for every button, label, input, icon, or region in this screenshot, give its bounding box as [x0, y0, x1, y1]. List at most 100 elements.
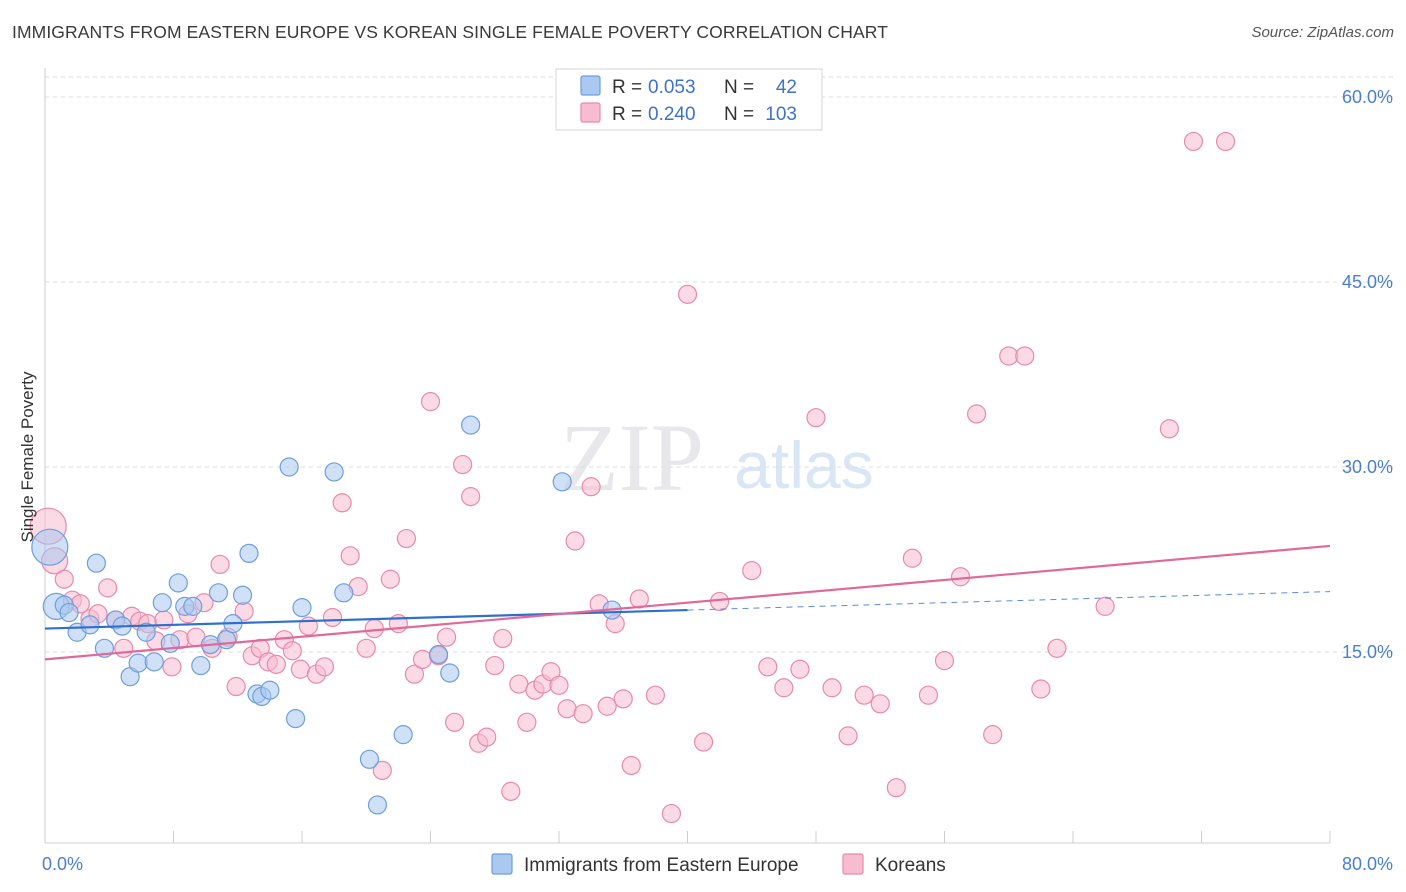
axes: [44, 68, 1331, 844]
koreans-point-69: [597, 696, 617, 716]
koreans-point-58: [509, 674, 529, 694]
eastern-europe-point-21: [208, 583, 229, 603]
eastern-europe-point-5: [80, 615, 100, 635]
chart-source: Source: ZipAtlas.com: [1251, 24, 1394, 41]
eastern-europe-point-13: [144, 652, 164, 672]
eastern-europe-point-0: [31, 528, 69, 566]
koreans-point-44: [396, 528, 417, 549]
koreans-point-46: [412, 649, 433, 670]
eastern-europe-point-35: [367, 795, 388, 815]
koreans-point-76: [677, 284, 698, 304]
koreans-point-35: [322, 607, 343, 628]
koreans-point-49: [436, 627, 457, 647]
eastern-europe-point-31: [292, 598, 312, 618]
x-tick-label-max: 80.0%: [1342, 854, 1393, 874]
bottom-legend-swatch-blue: [491, 853, 513, 875]
koreans-point-84: [822, 678, 842, 698]
koreans-point-39: [356, 638, 376, 658]
eastern-europe-point-6: [86, 553, 107, 573]
legend-r-value-pink: 0.240: [648, 104, 696, 125]
koreans-point-42: [380, 569, 400, 589]
bottom-legend: Immigrants from Eastern Europe Koreans: [491, 853, 946, 876]
koreans-point-65: [565, 531, 585, 551]
koreans-point-99: [1095, 596, 1115, 616]
koreans-point-56: [493, 628, 513, 649]
koreans-point-92: [950, 567, 971, 587]
legend: R = 0.053 N = 42 R = 0.240 N = 103: [555, 68, 823, 131]
eastern-europe-point-12: [136, 622, 156, 642]
koreans-point-2: [54, 569, 74, 589]
koreans-point-52: [461, 487, 481, 507]
eastern-europe-point-36: [393, 725, 413, 745]
koreans-point-83: [806, 408, 826, 428]
eastern-europe-point-24: [232, 585, 253, 605]
koreans-point-88: [886, 778, 906, 798]
koreans-point-74: [645, 685, 665, 705]
y-axis-label: Single Female Poverty: [18, 371, 37, 543]
koreans-point-37: [340, 546, 360, 566]
koreans-point-64: [557, 699, 577, 719]
koreans-point-77: [693, 732, 714, 752]
koreans-point-21: [210, 554, 230, 575]
eastern-europe-point-34: [359, 749, 380, 769]
eastern-europe-point-30: [285, 709, 306, 729]
koreans-point-54: [477, 727, 497, 747]
y-tick-label-15: 15.0%: [1342, 642, 1393, 662]
koreans-point-90: [918, 685, 939, 705]
koreans-point-91: [934, 651, 955, 671]
koreans-point-45: [404, 664, 425, 684]
eastern-europe-point-22: [216, 630, 237, 650]
bottom-legend-swatch-pink: [842, 853, 864, 875]
koreans-point-102: [1215, 131, 1236, 152]
koreans-point-98: [1047, 638, 1067, 658]
koreans-point-97: [1031, 679, 1051, 699]
koreans-point-30: [282, 641, 302, 661]
eastern-europe-point-25: [239, 543, 259, 563]
bottom-legend-label-pink: Koreans: [875, 855, 946, 876]
koreans-point-7: [98, 578, 118, 598]
koreans-point-28: [266, 654, 286, 674]
koreans-point-79: [742, 561, 762, 581]
eastern-europe-point-32: [324, 462, 344, 482]
koreans-point-66: [573, 704, 593, 724]
koreans-point-40: [364, 618, 384, 639]
koreans-point-51: [453, 454, 473, 475]
y-tick-label-45: 45.0%: [1342, 272, 1393, 292]
legend-n-label-blue: N =: [724, 77, 754, 98]
koreans-point-85: [838, 726, 858, 746]
eastern-europe-point-11: [128, 653, 148, 673]
eastern-europe-point-14: [152, 593, 172, 613]
eastern-europe-point-33: [334, 583, 354, 603]
koreans-point-71: [613, 689, 633, 709]
watermark-atlas: atlas: [734, 428, 873, 502]
y-tick-label-60: 60.0%: [1342, 87, 1393, 107]
legend-r-value-blue: 0.053: [648, 77, 696, 98]
koreans-point-50: [444, 712, 465, 732]
trend-line-koreans: [44, 544, 1331, 661]
eastern-europe-point-40: [552, 472, 572, 492]
koreans-point-100: [1159, 419, 1179, 439]
trend-lines: [44, 544, 1331, 661]
gridlines: [45, 76, 1395, 653]
legend-n-value-pink: 103: [765, 104, 797, 125]
koreans-point-87: [870, 694, 890, 714]
legend-n-label-pink: N =: [724, 104, 754, 125]
koreans-point-67: [581, 477, 601, 497]
koreans-point-59: [517, 712, 537, 732]
eastern-europe-point-16: [168, 573, 188, 593]
koreans-point-86: [854, 685, 874, 705]
koreans-point-94: [983, 725, 1003, 745]
koreans-point-55: [485, 655, 505, 676]
trend-line-eastern-europe-extension: [687, 591, 1331, 611]
legend-r-label-pink: R =: [612, 104, 642, 125]
koreans-point-36: [332, 493, 352, 513]
koreans-point-75: [661, 803, 682, 824]
legend-r-label-blue: R =: [612, 77, 642, 98]
koreans-point-9: [114, 638, 134, 658]
koreans-point-95: [999, 346, 1019, 366]
eastern-europe-point-18: [183, 596, 203, 616]
x-tick-label-min: 0.0%: [42, 854, 83, 874]
koreans-point-31: [290, 659, 310, 679]
koreans-point-72: [621, 755, 641, 776]
